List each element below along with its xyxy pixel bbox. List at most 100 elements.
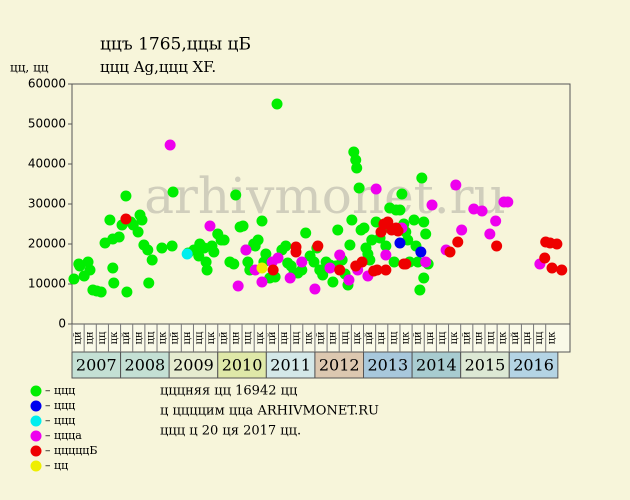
point (284, 272, 296, 284)
year-band (508, 351, 559, 379)
quarter-label: цц (291, 331, 302, 344)
point (256, 262, 268, 274)
point (181, 248, 193, 260)
point (143, 277, 155, 289)
point (400, 258, 412, 270)
year-band (168, 351, 219, 379)
point (476, 205, 488, 217)
quarter-label: цк (449, 331, 460, 344)
point (167, 186, 179, 198)
note: цццняя цц 16942 цц (160, 384, 297, 399)
legend-label: – цц (45, 459, 68, 472)
point (272, 252, 284, 264)
point (108, 277, 120, 289)
point (104, 214, 116, 226)
point (280, 240, 292, 252)
point (444, 246, 456, 258)
quarter-label: цц (97, 331, 108, 344)
year-band (71, 351, 122, 379)
point (539, 252, 551, 264)
legend-label: – цццццБ (45, 444, 97, 457)
point (396, 188, 408, 200)
point (343, 274, 355, 286)
quarter-label: цк (352, 331, 363, 344)
point (312, 240, 324, 252)
point (84, 264, 96, 276)
year-label: 2011 (270, 356, 311, 375)
year-label: 2013 (367, 356, 408, 375)
point (418, 272, 430, 284)
point (146, 254, 158, 266)
point (327, 276, 339, 288)
quarter-label: цк (303, 331, 314, 344)
point (380, 240, 392, 252)
year-label: 2016 (513, 356, 554, 375)
quarter-label: цц (194, 331, 205, 344)
quarter-label: цц (243, 331, 254, 344)
quarter-label: цй (121, 331, 132, 344)
point (204, 220, 216, 232)
point (193, 250, 205, 262)
point (546, 262, 558, 274)
year-band (120, 351, 170, 379)
quarter-label: цн (133, 331, 144, 344)
quarter-label: цн (425, 331, 436, 344)
point (551, 238, 563, 250)
chart-subtitle: ццц Ag,ццц XF. (100, 58, 216, 76)
point (332, 224, 344, 236)
point (420, 256, 432, 268)
point (309, 283, 321, 295)
point (490, 215, 502, 227)
year-band (265, 351, 316, 379)
point (228, 258, 240, 270)
quarter-label: цк (401, 331, 412, 344)
quarter-label: цн (328, 331, 339, 344)
quarter-label: цк (546, 331, 557, 344)
point (456, 224, 468, 236)
quarter-label: цц (340, 331, 351, 344)
point (271, 98, 283, 110)
point (237, 220, 249, 232)
point (418, 216, 430, 228)
point (468, 203, 480, 215)
point (408, 214, 420, 226)
quarter-label: цн (522, 331, 533, 344)
legend-label: – ццца (45, 429, 82, 442)
quarter-label: цн (473, 331, 484, 344)
point (252, 234, 264, 246)
point (324, 262, 336, 274)
watermark: arhivmonet.ru (144, 167, 506, 225)
quarter-label: цн (182, 331, 193, 344)
legend-label: – ццц (45, 399, 75, 412)
point (334, 264, 346, 276)
quarter-label: цй (73, 331, 84, 344)
year-label: 2015 (465, 356, 506, 375)
point (200, 256, 212, 268)
point (388, 256, 400, 268)
quarter-label: цц (486, 331, 497, 344)
point (308, 256, 320, 268)
point (414, 284, 426, 296)
quarter-label: цк (158, 331, 169, 344)
point (232, 280, 244, 292)
point (296, 256, 308, 268)
quarter-label: цй (170, 331, 181, 344)
point (136, 214, 148, 226)
quarter-label: цк (109, 331, 120, 344)
point (107, 262, 119, 274)
legend-label: – ццц (45, 414, 75, 427)
point (164, 139, 176, 151)
point (300, 227, 312, 239)
point (120, 213, 132, 225)
point (256, 215, 268, 227)
point (208, 246, 220, 258)
y-tick-label: 30000 (28, 197, 66, 211)
y-tick-label: 40000 (28, 157, 66, 171)
legend-marker (30, 460, 42, 472)
year-band (363, 351, 413, 379)
point (412, 256, 424, 268)
point (317, 269, 329, 281)
point (394, 204, 406, 216)
point (256, 276, 268, 288)
